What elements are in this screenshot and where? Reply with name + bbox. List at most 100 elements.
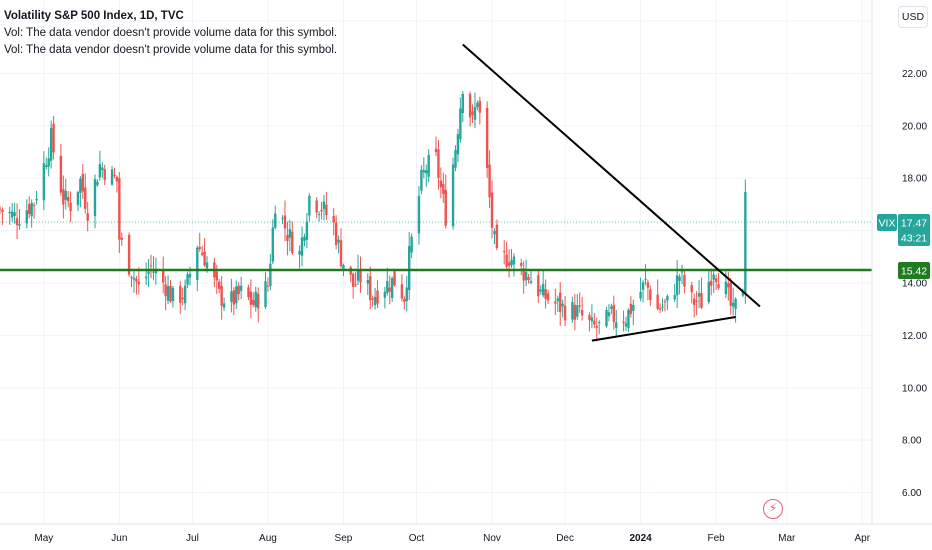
candle-body (179, 285, 182, 303)
candle-body (559, 292, 562, 312)
candle-body (18, 224, 21, 226)
candle-body (490, 192, 494, 228)
currency-button[interactable]: USD (898, 6, 928, 28)
trendlines[interactable] (462, 43, 761, 342)
candle-body (451, 164, 455, 227)
candle-body (166, 286, 170, 301)
x-tick-label: May (34, 533, 53, 544)
candle-body (544, 289, 547, 299)
legend-volume-note-2: Vol: The data vendor doesn't provide vol… (4, 44, 338, 56)
candle-body (546, 293, 550, 301)
candle-body (629, 303, 633, 314)
candle-body (524, 272, 528, 281)
candle-body (459, 108, 462, 140)
candle-body (115, 176, 119, 182)
x-tick-label: Aug (259, 533, 277, 544)
candle-body (507, 262, 511, 266)
legend-volume-note-1: Vol: The data vendor doesn't provide vol… (4, 27, 338, 39)
candle-body (714, 278, 718, 283)
candle-body (700, 292, 703, 308)
grid (0, 0, 872, 524)
candle-body (325, 204, 328, 216)
candle-body (337, 239, 340, 243)
candle-body (512, 256, 516, 265)
candle-body (434, 148, 438, 153)
candle-body (400, 284, 404, 299)
candle-body (639, 291, 642, 299)
candle-body (495, 224, 499, 249)
candle-body (649, 289, 652, 300)
candle-body (334, 222, 338, 246)
legend-title[interactable]: Volatility S&P 500 Index, 1D, TVC (4, 10, 184, 22)
candle-body (731, 302, 735, 307)
candle-body (230, 291, 233, 302)
candle-body (45, 165, 48, 167)
candle-body (390, 278, 394, 299)
candle-body (62, 189, 65, 205)
candle-body (437, 149, 440, 178)
candle-body (595, 325, 598, 328)
candle-body (1, 209, 4, 213)
candle-body (232, 290, 236, 305)
trendline[interactable] (462, 43, 761, 308)
candle-body (288, 229, 292, 238)
candle-body (537, 275, 540, 297)
candle-body (454, 150, 457, 168)
candle-body (132, 277, 136, 280)
support-line-value: 15.42 (901, 266, 927, 278)
x-tick-label: Jul (186, 533, 199, 544)
candle-body (264, 281, 267, 307)
candle-body (28, 204, 31, 215)
candle-body (298, 251, 301, 255)
candle-body (697, 293, 701, 297)
candle-body (588, 314, 591, 321)
candle-body (488, 164, 491, 198)
candle-body (493, 231, 496, 235)
candle-body (658, 308, 662, 310)
candle-body (64, 190, 67, 200)
candle-body (0, 208, 2, 210)
candle-body (30, 202, 33, 217)
candle-body (42, 163, 46, 201)
trendline[interactable] (591, 316, 736, 342)
candle-body (366, 280, 369, 284)
candle-body (52, 123, 55, 153)
x-tick-label: Nov (483, 533, 501, 544)
candle-body (410, 236, 413, 253)
candle-body (127, 234, 131, 275)
candle-body (383, 291, 387, 298)
candle-body (32, 204, 36, 206)
candle-body (597, 321, 601, 323)
y-tick-label: 22.00 (902, 69, 927, 80)
candle-body (137, 281, 141, 285)
candle-body (692, 298, 696, 305)
lightning-icon[interactable]: ⚡︎ (763, 499, 783, 519)
candle-body (405, 287, 408, 302)
candle-body (624, 323, 628, 327)
candle-body (556, 298, 559, 302)
y-tick-label: 14.00 (902, 278, 927, 289)
candle-body (274, 213, 277, 228)
candle-body (563, 305, 567, 321)
candle-body (680, 271, 684, 273)
x-tick-label: 2024 (629, 533, 652, 544)
last-price-label: VIX 17.47 43:21 (877, 214, 930, 246)
candle-body (254, 291, 257, 308)
candle-body (220, 285, 223, 306)
price-axis[interactable]: 24.0022.0020.0018.0016.0014.0012.0010.00… (902, 16, 927, 499)
candle-body (152, 271, 155, 273)
time-axis[interactable]: May Jun Jul Aug Sep Oct Nov Dec 2024 Feb Mar Apr (34, 533, 870, 544)
candle-body (710, 280, 713, 286)
candle-body (25, 210, 28, 224)
candle-body (646, 282, 650, 288)
candle-body (471, 111, 474, 116)
x-tick-label: Jun (111, 533, 127, 544)
candle-body (101, 167, 104, 171)
candle-body (322, 201, 326, 210)
candle-body (503, 251, 506, 253)
candle-body (403, 298, 406, 302)
candle-body (247, 287, 250, 298)
candle-body (256, 293, 260, 309)
candle-body (169, 285, 172, 302)
